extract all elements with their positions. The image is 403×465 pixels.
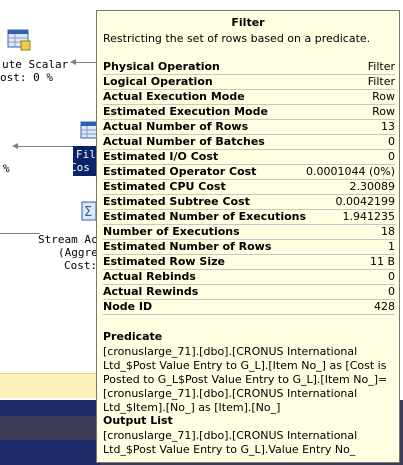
property-value: 428: [374, 300, 395, 313]
property-value: 0: [388, 285, 395, 298]
stream-aggregate-cost: Cost:: [64, 259, 98, 272]
output-list-text: [cronuslarge_71].[dbo].[CRONUS Internati…: [103, 429, 358, 456]
property-label: Node ID: [103, 300, 153, 313]
filter-node-cost: Cos: [70, 161, 90, 174]
property-value: Filter: [367, 75, 395, 88]
property-row: Estimated Operator Cost 0.0001044 (0%): [103, 165, 395, 180]
left-cost-percent: %: [3, 162, 10, 175]
property-value: 0.0001044 (0%): [305, 165, 395, 178]
property-label: Actual Rewinds: [103, 285, 199, 298]
info-bar: [0, 373, 100, 398]
property-row: Logical Operation Filter: [103, 75, 395, 90]
property-label: Logical Operation: [103, 75, 213, 88]
property-label: Estimated Number of Executions: [103, 210, 307, 223]
operator-tooltip: Filter Restricting the set of rows based…: [96, 10, 400, 463]
property-row: Actual Rebinds 0: [103, 270, 395, 285]
tooltip-properties: Physical Operation Filter Logical Operatio…: [103, 60, 395, 315]
stream-aggregate-sublabel: (Aggre: [58, 246, 98, 259]
property-row: Estimated Row Size 11 B: [103, 255, 395, 270]
property-row: Estimated CPU Cost 2.30089: [103, 180, 395, 195]
property-row: Estimated Number of Rows 1: [103, 240, 395, 255]
property-row: Number of Executions 18: [103, 225, 395, 240]
property-value: 0: [388, 270, 395, 283]
connector-arrow: [12, 143, 18, 149]
property-value: 0: [388, 135, 395, 148]
property-value: 18: [381, 225, 395, 238]
connector-line: [18, 146, 73, 147]
property-row: Estimated I/O Cost 0: [103, 150, 395, 165]
filter-node-label: Fil: [76, 148, 96, 161]
property-value: 11 B: [369, 255, 395, 268]
panel-band: [0, 440, 100, 465]
property-value: Row: [372, 90, 395, 103]
property-label: Estimated Number of Rows: [103, 240, 272, 253]
property-label: Actual Execution Mode: [103, 90, 245, 103]
property-value: 2.30089: [349, 180, 396, 193]
connector-arrow: [70, 59, 76, 65]
tooltip-subtitle: Restricting the set of rows based on a p…: [103, 32, 371, 45]
predicate-heading: Predicate: [103, 330, 163, 343]
property-value: 1: [388, 240, 395, 253]
property-label: Estimated Operator Cost: [103, 165, 257, 178]
predicate-text: [cronuslarge_71].[dbo].[CRONUS Internati…: [103, 345, 388, 414]
property-value: Row: [372, 105, 395, 118]
compute-scalar-label: ute Scalar: [2, 58, 69, 71]
property-value: Filter: [367, 60, 395, 73]
property-label: Estimated Row Size: [103, 255, 225, 268]
property-value: 0: [388, 150, 395, 163]
svg-text:Σ: Σ: [84, 205, 92, 220]
filter-icon[interactable]: [80, 120, 98, 140]
property-row: Estimated Subtree Cost 0.0042199: [103, 195, 395, 210]
property-row: Physical Operation Filter: [103, 60, 395, 75]
property-label: Estimated Execution Mode: [103, 105, 268, 118]
property-label: Estimated I/O Cost: [103, 150, 219, 163]
output-list-heading: Output List: [103, 414, 173, 427]
property-value: 13: [381, 120, 395, 133]
property-label: Actual Number of Rows: [103, 120, 249, 133]
compute-scalar-icon[interactable]: [6, 26, 32, 52]
property-label: Physical Operation: [103, 60, 220, 73]
property-label: Estimated CPU Cost: [103, 180, 226, 193]
property-label: Estimated Subtree Cost: [103, 195, 250, 208]
property-row: Actual Rewinds 0: [103, 285, 395, 300]
property-row: Actual Number of Rows 13: [103, 120, 395, 135]
tooltip-title: Filter: [231, 16, 265, 29]
property-row: Estimated Number of Executions 1.941235: [103, 210, 395, 225]
property-value: 0.0042199: [335, 195, 396, 208]
property-value: 1.941235: [342, 210, 396, 223]
compute-scalar-cost: ost: 0 %: [0, 71, 53, 84]
property-label: Actual Number of Batches: [103, 135, 265, 148]
property-label: Actual Rebinds: [103, 270, 196, 283]
stream-aggregate-label: Stream Ac: [38, 233, 98, 246]
property-row: Actual Number of Batches 0: [103, 135, 395, 150]
property-label: Number of Executions: [103, 225, 240, 238]
connector-line: [0, 233, 40, 234]
connector-line: [76, 62, 96, 63]
property-row: Actual Execution Mode Row: [103, 90, 395, 105]
property-row: Estimated Execution Mode Row: [103, 105, 395, 120]
property-row: Node ID 428: [103, 300, 395, 315]
panel-band: [0, 400, 100, 416]
